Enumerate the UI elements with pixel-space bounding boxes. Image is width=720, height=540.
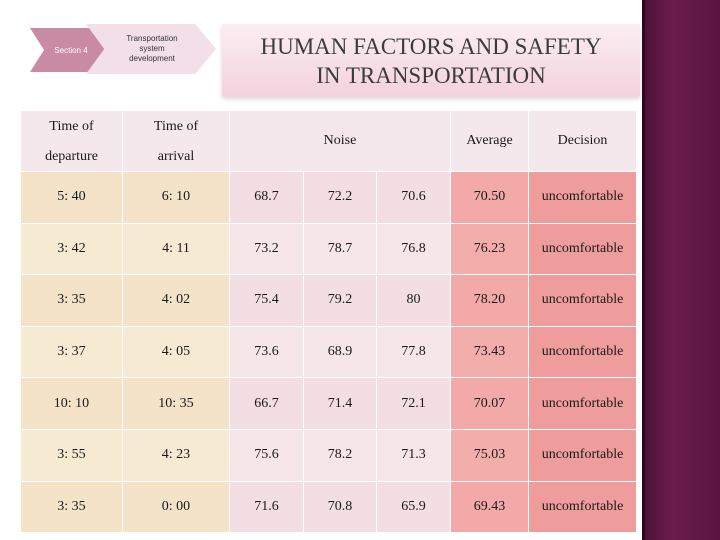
cell-average: 70.07: [450, 377, 530, 430]
cell-noise-1: 73.2: [229, 222, 304, 276]
cell-average: 73.43: [450, 325, 530, 379]
title-box: HUMAN FACTORS AND SAFETY IN TRANSPORTATI…: [222, 24, 640, 96]
cell-noise-2: 70.8: [303, 480, 377, 534]
cell-noise-1: 75.4: [229, 274, 304, 327]
cell-departure: 3: 55: [20, 428, 123, 482]
cell-noise-3: 76.8: [375, 222, 452, 276]
table-row: 3: 42 4: 11 73.2 78.7 76.8 76.23 uncomfortable: [20, 222, 638, 276]
cell-decision: uncomfortable: [528, 222, 638, 276]
header-arrival: Time of arrival: [122, 110, 230, 172]
cell-noise-2: 78.7: [303, 222, 377, 276]
table-row: 5: 40 6: 10 68.7 72.2 70.6 70.50 uncomfortable: [20, 171, 638, 224]
cell-noise-3: 71.3: [375, 428, 452, 482]
table-row: 3: 35 0: 00 71.6 70.8 65.9 69.43 uncomfortable: [20, 480, 638, 534]
header-departure: Time of departure: [20, 110, 123, 172]
noise-table: Time of departure Time of arrival Noise …: [20, 110, 638, 534]
title-line-2: IN TRANSPORTATION: [316, 63, 546, 88]
cell-noise-3: 72.1: [375, 377, 452, 430]
cell-noise-3: 80: [375, 274, 452, 327]
table-row: 3: 37 4: 05 73.6 68.9 77.8 73.43 uncomfortable: [20, 325, 638, 379]
cell-average: 76.23: [450, 222, 530, 276]
cell-noise-1: 75.6: [229, 428, 304, 482]
cell-decision: uncomfortable: [528, 480, 638, 534]
cell-arrival: 4: 05: [122, 325, 230, 379]
cell-decision: uncomfortable: [528, 428, 638, 482]
topic-chevron[interactable]: Transportation system development: [86, 24, 216, 74]
cell-noise-2: 78.2: [303, 428, 377, 482]
cell-arrival: 4: 02: [122, 274, 230, 327]
cell-arrival: 10: 35: [122, 377, 230, 430]
cell-arrival: 4: 11: [122, 222, 230, 276]
side-strip-edge: [642, 0, 645, 540]
header-average: Average: [450, 110, 530, 172]
table-row: 3: 55 4: 23 75.6 78.2 71.3 75.03 uncomfortable: [20, 428, 638, 482]
table-header-row: Time of departure Time of arrival Noise …: [20, 110, 638, 172]
cell-noise-3: 65.9: [375, 480, 452, 534]
cell-departure: 3: 37: [20, 325, 123, 379]
cell-noise-1: 66.7: [229, 377, 304, 430]
title-line-1: HUMAN FACTORS AND SAFETY: [260, 34, 602, 59]
cell-departure: 10: 10: [20, 377, 123, 430]
cell-arrival: 4: 23: [122, 428, 230, 482]
cell-average: 78.20: [450, 274, 530, 327]
cell-decision: uncomfortable: [528, 171, 638, 224]
decorative-side-strip: [642, 0, 720, 540]
cell-departure: 3: 35: [20, 274, 123, 327]
cell-noise-2: 71.4: [303, 377, 377, 430]
cell-decision: uncomfortable: [528, 377, 638, 430]
cell-noise-2: 72.2: [303, 171, 377, 224]
section-label: Section 4: [54, 45, 88, 55]
cell-noise-3: 77.8: [375, 325, 452, 379]
topic-label: Transportation system development: [126, 34, 178, 63]
cell-arrival: 6: 10: [122, 171, 230, 224]
cell-decision: uncomfortable: [528, 274, 638, 327]
table-row: 3: 35 4: 02 75.4 79.2 80 78.20 uncomfortable: [20, 274, 638, 327]
cell-average: 69.43: [450, 480, 530, 534]
cell-departure: 3: 35: [20, 480, 123, 534]
cell-average: 70.50: [450, 171, 530, 224]
cell-decision: uncomfortable: [528, 325, 638, 379]
cell-noise-3: 70.6: [375, 171, 452, 224]
cell-noise-1: 68.7: [229, 171, 304, 224]
cell-noise-2: 68.9: [303, 325, 377, 379]
page-title: HUMAN FACTORS AND SAFETY IN TRANSPORTATI…: [222, 24, 640, 90]
cell-departure: 5: 40: [20, 171, 123, 224]
cell-departure: 3: 42: [20, 222, 123, 276]
table-row: 10: 10 10: 35 66.7 71.4 72.1 70.07 uncomfortab…: [20, 377, 638, 430]
cell-average: 75.03: [450, 428, 530, 482]
header-decision: Decision: [528, 110, 638, 172]
cell-noise-1: 71.6: [229, 480, 304, 534]
cell-noise-1: 73.6: [229, 325, 304, 379]
header-noise: Noise: [228, 110, 452, 172]
cell-arrival: 0: 00: [122, 480, 230, 534]
cell-noise-2: 79.2: [303, 274, 377, 327]
